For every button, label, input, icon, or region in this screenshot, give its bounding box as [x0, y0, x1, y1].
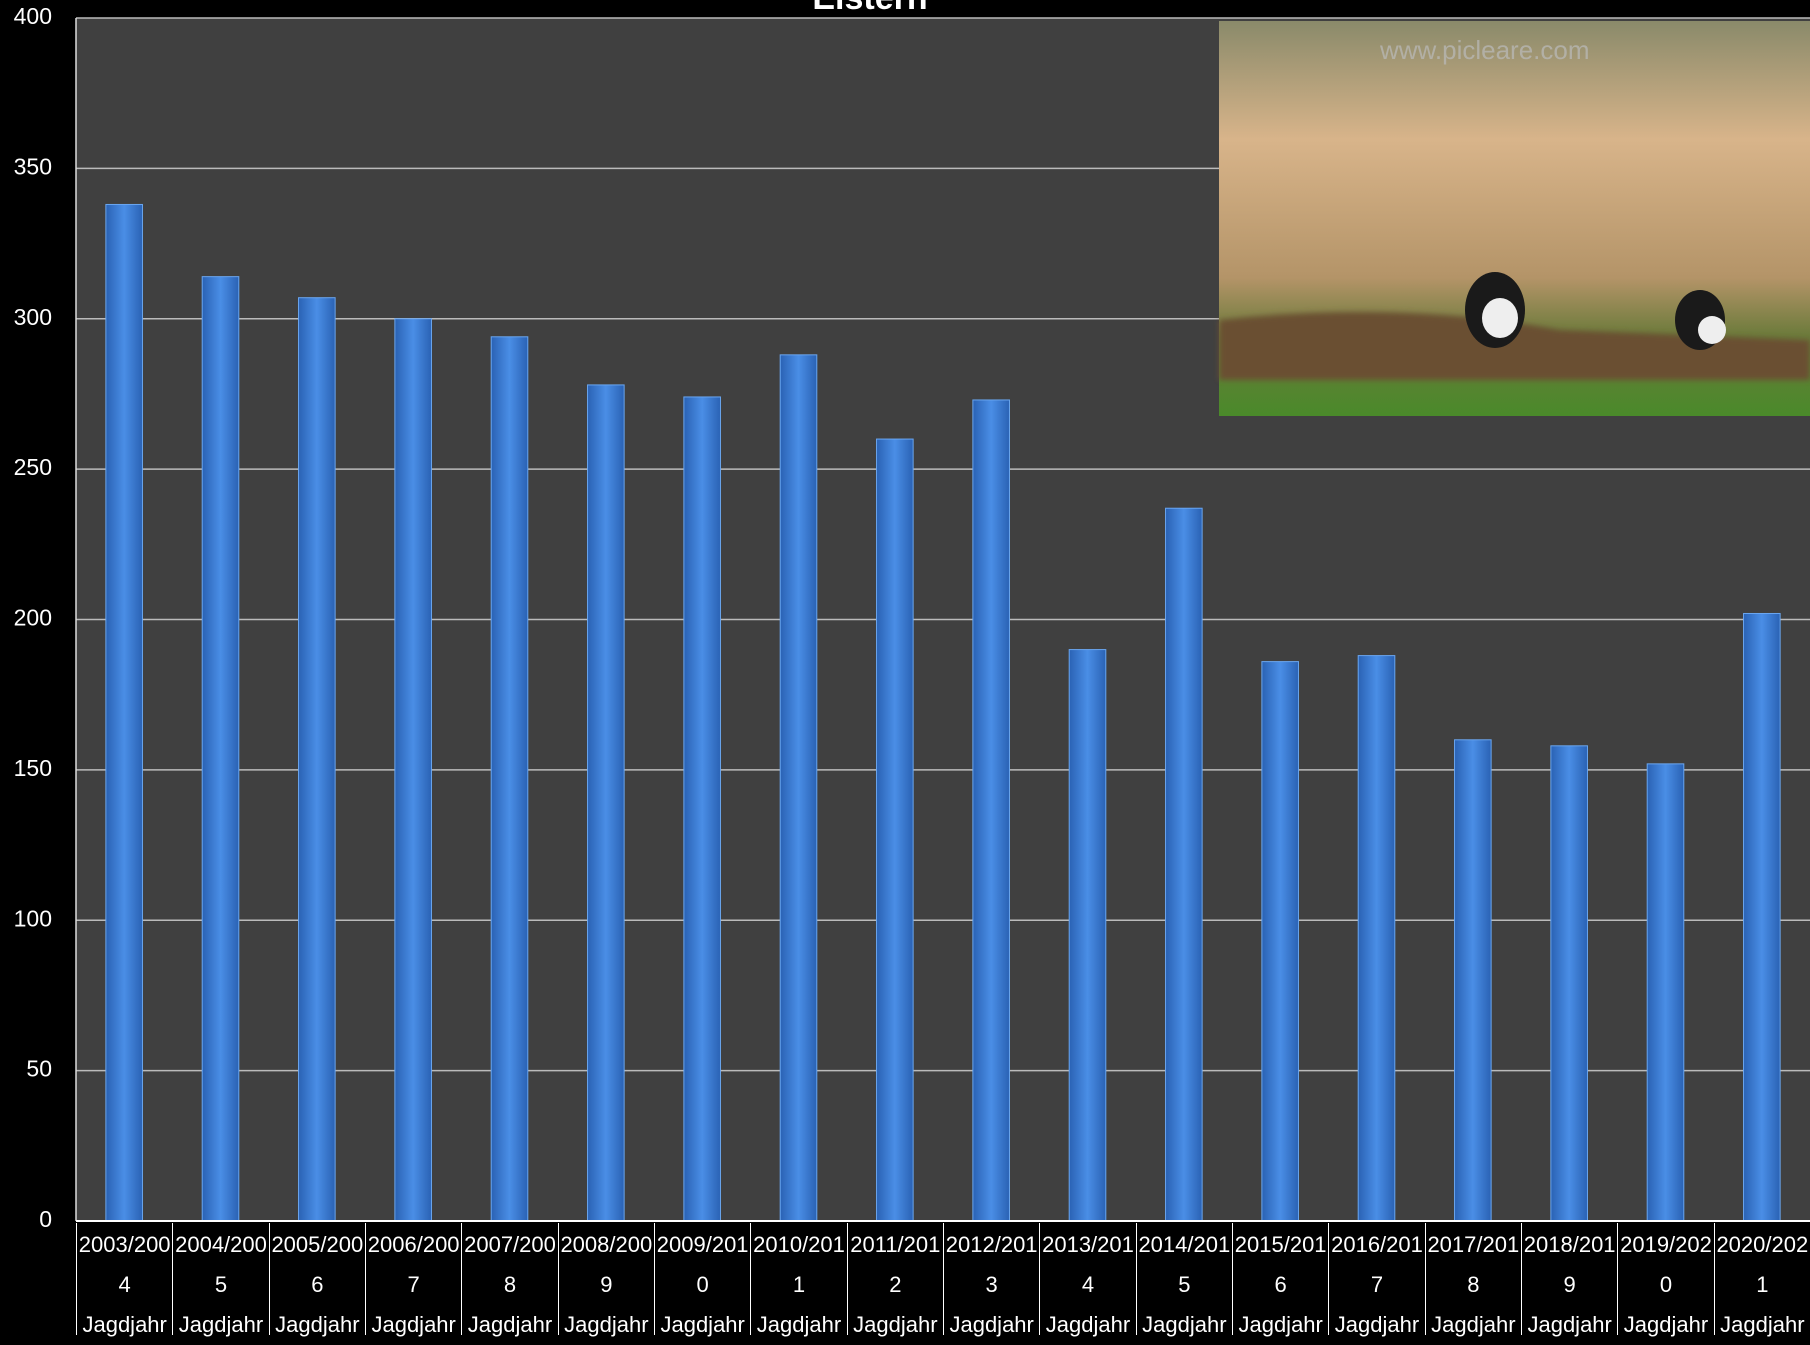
x-tick-label: 2011/2012 Jagdjahr	[846, 1223, 943, 1337]
bar	[1068, 649, 1107, 1222]
y-tick-label: 0	[39, 1206, 52, 1232]
bar	[105, 203, 143, 1222]
y-tick-label: 150	[14, 755, 52, 781]
x-tick-label: 2013/2014 Jagdjahr	[1039, 1223, 1135, 1337]
y-tick-label: 300	[14, 304, 52, 330]
x-tick-label: 2020/2021 Jagdjahr	[1713, 1223, 1810, 1337]
x-tick-label: 2009/2010 Jagdjahr	[654, 1223, 750, 1337]
x-tick-label: 2016/2017 Jagdjahr	[1328, 1223, 1424, 1337]
photo-bird	[1698, 316, 1726, 344]
bar	[1646, 763, 1685, 1222]
bar	[876, 438, 914, 1222]
x-tick-label: 2003/2004 Jagdjahr	[76, 1223, 172, 1337]
x-tick-label: 2007/2008 Jagdjahr	[461, 1223, 557, 1337]
bar	[394, 318, 432, 1222]
bar	[201, 276, 240, 1222]
x-tick-label: 2015/2016 Jagdjahr	[1232, 1223, 1328, 1337]
bar	[1165, 507, 1203, 1222]
bar	[1261, 661, 1299, 1222]
x-tick-label: 2008/2009 Jagdjahr	[557, 1223, 654, 1337]
x-tick-label: 2006/2007 Jagdjahr	[365, 1223, 461, 1337]
x-tick-label: 2005/2006 Jagdjahr	[268, 1223, 365, 1337]
bar	[1743, 612, 1781, 1222]
y-tick-label: 250	[14, 454, 52, 480]
y-tick-label: 350	[14, 153, 52, 179]
x-tick-label: 2010/2011 Jagdjahr	[750, 1223, 846, 1337]
bar	[1454, 739, 1492, 1222]
bar	[779, 354, 818, 1222]
photo-log	[1219, 312, 1810, 380]
y-tick-label: 50	[26, 1056, 52, 1082]
chart-title: Elstern	[812, 0, 927, 17]
watermark: www.picleare.com	[1379, 35, 1590, 65]
bar	[1550, 745, 1588, 1222]
x-tick-label: 2019/2020 Jagdjahr	[1617, 1223, 1713, 1337]
bar	[1357, 655, 1396, 1222]
x-tick-label: 2018/2019 Jagdjahr	[1521, 1223, 1617, 1337]
y-tick-label: 400	[14, 3, 52, 29]
bar	[587, 384, 625, 1222]
bar	[683, 396, 721, 1222]
bar	[298, 297, 336, 1222]
x-tick-label: 2012/2013 Jagdjahr	[943, 1223, 1039, 1337]
photo-bird	[1482, 298, 1518, 338]
x-tick-label: 2014/2015 Jagdjahr	[1135, 1223, 1232, 1337]
bar	[490, 336, 529, 1222]
x-tick-label: 2004/2005 Jagdjahr	[172, 1223, 268, 1337]
bar	[972, 399, 1010, 1222]
y-tick-label: 100	[14, 905, 52, 931]
photo: www.picleare.com	[1219, 21, 1810, 416]
y-tick-label: 200	[14, 605, 52, 631]
x-tick-label: 2017/2018 Jagdjahr	[1424, 1223, 1521, 1337]
